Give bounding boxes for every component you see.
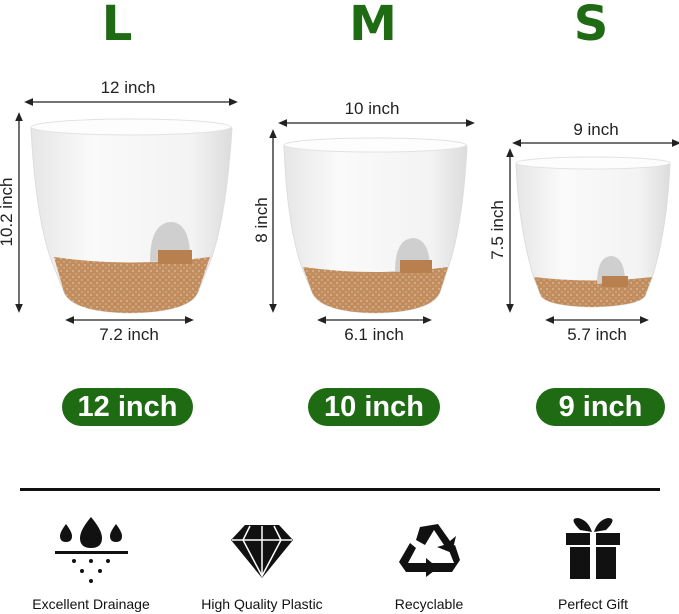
size-label-large: L <box>101 0 133 52</box>
size-badge-medium: 10 inch <box>308 388 440 426</box>
small-height-label: 7.5 inch <box>488 200 507 260</box>
large-width-label: 12 inch <box>100 78 156 97</box>
drainage-icon <box>55 517 128 583</box>
small-width-label: 9 inch <box>573 120 619 139</box>
gift-icon <box>566 518 620 579</box>
feature-label-gift: Perfect Gift <box>557 596 629 612</box>
size-label-small: S <box>573 0 609 52</box>
pot-small <box>515 156 671 308</box>
size-badge-large: 12 inch <box>62 388 193 426</box>
feature-label-plastic: High Quality Plastic <box>201 596 323 612</box>
medium-height-label: 8 inch <box>252 197 271 243</box>
feature-label-recyclable: Recyclable <box>394 596 464 612</box>
size-label-medium: M <box>349 0 397 52</box>
dimension-arrows <box>15 98 679 324</box>
large-height-label: 10.2 inch <box>0 177 16 247</box>
divider <box>20 488 660 491</box>
large-bottom-label: 7.2 inch <box>99 325 159 344</box>
recycle-icon <box>399 524 460 577</box>
small-bottom-label: 5.7 inch <box>567 325 627 344</box>
medium-width-label: 10 inch <box>344 99 400 118</box>
pot-large <box>30 118 233 314</box>
medium-bottom-label: 6.1 inch <box>344 325 404 344</box>
feature-label-drainage: Excellent Drainage <box>32 596 150 612</box>
diamond-icon <box>231 525 293 578</box>
size-badge-small: 9 inch <box>536 388 665 426</box>
pot-medium <box>283 137 468 314</box>
